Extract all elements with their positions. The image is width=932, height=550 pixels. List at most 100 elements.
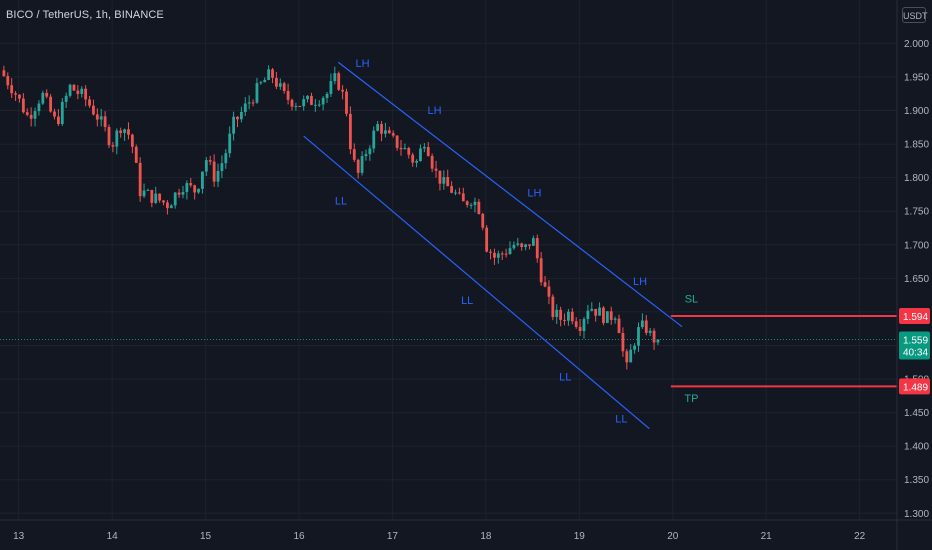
candle-down [275,77,278,87]
candle-down [158,193,162,201]
annotation-ll: LL [559,371,571,383]
candle-down [189,183,193,186]
candle-down [76,90,80,94]
candle-down [45,92,49,97]
time-axis[interactable]: 13 14 15 16 17 18 19 20 21 22 [0,519,932,542]
annotation-lh: LH [527,187,541,199]
annotation-ll: LL [615,414,627,426]
candle-down [10,85,14,94]
candle-up [567,311,570,321]
annotation-ll: LL [335,196,347,208]
time-tick-label: 16 [293,531,305,542]
candle-up [633,345,636,350]
currency-button[interactable]: USDT [902,7,928,23]
annotation-lh: LH [427,105,441,117]
candle-down [652,330,656,343]
time-tick-label: 17 [387,531,399,542]
candle-down [282,83,286,91]
symbol-title[interactable]: BICO / TetherUS, 1h, BINANCE [6,9,164,21]
candle-down [594,308,598,316]
candle-down [504,253,508,255]
price-tick-label: 1.800 [904,173,929,184]
candle-down [539,258,543,283]
candle-down [56,116,60,125]
candle-down [520,243,524,248]
candle-up [555,309,559,318]
candle-up [243,103,247,112]
last-price-tag-bg [899,331,930,360]
candle-up [68,84,72,96]
candle-up [637,327,640,346]
candle-up [306,95,309,100]
candle-down [644,320,648,333]
candle-down [457,192,461,194]
candle-up [364,154,368,157]
time-tick-label: 18 [480,531,492,542]
candle-up [302,99,306,107]
candle-up [360,156,364,173]
candle-down [446,177,450,187]
candle-up [267,69,271,80]
channels [303,61,683,430]
candle-up [228,133,232,154]
candle-down [134,146,138,163]
candle-down [450,186,454,193]
candle-up [204,160,208,172]
candle-down [92,105,95,115]
candle-up [415,160,418,163]
candle-down [609,311,613,320]
candle-up [313,104,317,106]
candle-down [130,134,134,147]
candle-down [500,253,504,255]
candle-up [524,244,527,248]
candle-up [33,111,37,119]
candle-down [407,148,411,155]
candle-up [278,83,282,87]
candle-up [317,104,321,106]
candle-up [201,171,204,189]
candle-down [84,88,88,100]
candle-down [578,326,582,331]
candle-down [399,147,403,150]
candle-down [166,202,169,209]
candle-down [53,111,56,117]
time-tick-label: 15 [200,531,212,542]
candle-down [551,296,555,318]
candle-down [49,96,53,112]
candle-up [216,170,220,182]
candle-up [372,130,376,149]
candle-up [496,253,500,258]
price-tick-label: 1.400 [904,442,929,453]
candle-down [430,155,434,169]
grid [0,0,897,520]
candle-up [516,243,520,245]
candle-up [239,111,243,120]
annotation-lh: LH [633,276,647,288]
channel-upper-line [337,61,683,328]
candle-up [442,177,446,184]
candle-down [177,192,181,195]
candle-down [387,130,391,134]
levels [0,314,897,388]
candle-up [368,148,372,155]
candle-down [602,307,605,323]
candle-down [621,333,625,352]
candle-up [80,88,84,94]
time-tick-label: 14 [107,531,119,542]
price-tick-label: 1.700 [904,240,929,251]
candle-up [473,201,477,205]
candle-up [41,92,45,104]
candle-up [582,318,586,331]
candle-down [271,69,274,78]
candle-up [146,189,150,191]
candle-down [535,238,539,259]
candle-down [103,116,107,128]
candle-down [337,73,341,90]
candle-up [605,311,609,323]
candle-down [95,114,99,120]
candle-down [138,162,142,197]
candle-down [208,160,212,162]
candle-down [380,124,383,134]
